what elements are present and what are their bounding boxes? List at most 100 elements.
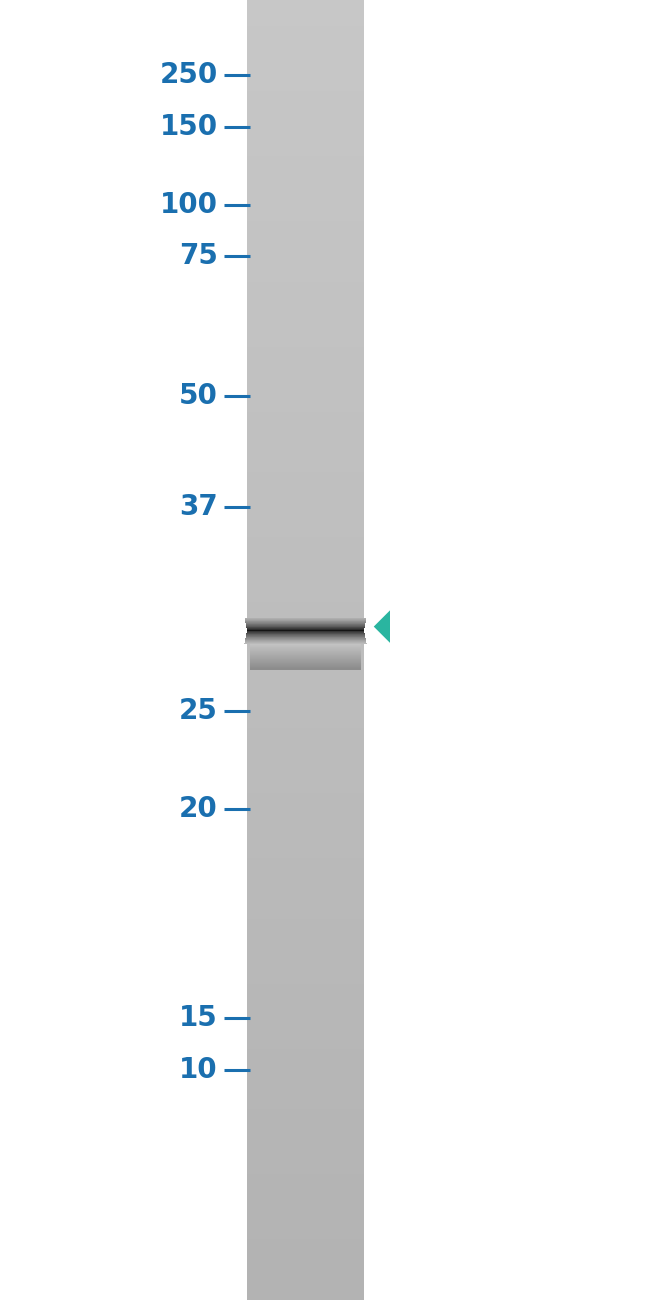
Bar (247, 737, 364, 741)
Bar (247, 282, 364, 286)
Bar (247, 862, 364, 867)
Bar (247, 425, 364, 429)
Bar (247, 815, 364, 819)
Bar (247, 802, 364, 806)
Bar (247, 936, 364, 940)
Bar (247, 663, 364, 667)
Bar (247, 529, 364, 533)
Bar (247, 1244, 364, 1248)
Bar (247, 667, 364, 672)
Bar (247, 1270, 364, 1274)
Bar (247, 1079, 364, 1083)
Bar (247, 589, 364, 594)
Bar (247, 1001, 364, 1005)
Bar (247, 433, 364, 438)
Bar (247, 1218, 364, 1222)
Bar (247, 568, 364, 572)
Bar (247, 867, 364, 871)
Bar (247, 325, 364, 329)
Bar (247, 893, 364, 897)
Bar (247, 572, 364, 576)
Bar (247, 191, 364, 195)
Bar (247, 1075, 364, 1079)
Bar (247, 1200, 364, 1205)
Bar (247, 966, 364, 971)
Bar (247, 52, 364, 56)
Bar (247, 1062, 364, 1066)
Bar (247, 78, 364, 82)
Bar (247, 178, 364, 182)
Bar (247, 169, 364, 173)
Bar (247, 182, 364, 186)
Bar (247, 654, 364, 659)
Bar (247, 988, 364, 992)
Bar (247, 884, 364, 888)
Bar (247, 156, 364, 160)
Bar (247, 360, 364, 364)
Bar (247, 546, 364, 550)
Bar (247, 91, 364, 95)
Bar (247, 100, 364, 104)
Bar (247, 260, 364, 264)
Bar (247, 1283, 364, 1287)
Bar (247, 234, 364, 238)
Bar (247, 1226, 364, 1231)
Bar (247, 845, 364, 849)
Bar (247, 74, 364, 78)
Bar (247, 914, 364, 919)
Bar (247, 650, 364, 654)
Bar (247, 1148, 364, 1153)
Bar (247, 113, 364, 117)
Bar (247, 1135, 364, 1140)
Bar (247, 368, 364, 373)
Bar (247, 923, 364, 927)
Bar (247, 1213, 364, 1218)
Bar (247, 416, 364, 420)
Bar (247, 1261, 364, 1265)
Bar (247, 273, 364, 277)
Bar (247, 373, 364, 377)
Bar (247, 992, 364, 997)
Bar (247, 806, 364, 810)
Bar (247, 126, 364, 130)
Text: 20: 20 (179, 794, 218, 823)
Bar (247, 897, 364, 901)
Bar (247, 290, 364, 295)
Bar (247, 1166, 364, 1170)
Bar (247, 17, 364, 22)
Bar (247, 1109, 364, 1114)
Bar (247, 719, 364, 724)
Bar (247, 459, 364, 464)
Text: 150: 150 (160, 113, 218, 142)
Bar (247, 316, 364, 321)
Bar (247, 221, 364, 225)
Bar (247, 780, 364, 784)
Bar (247, 559, 364, 563)
Bar (247, 1192, 364, 1196)
Bar (247, 724, 364, 728)
Bar (247, 1105, 364, 1109)
Bar (247, 789, 364, 793)
Bar (247, 1018, 364, 1023)
Bar (247, 498, 364, 503)
Bar (247, 1205, 364, 1209)
Bar (247, 849, 364, 854)
Bar (247, 628, 364, 633)
Bar (247, 147, 364, 152)
Bar (247, 503, 364, 507)
Bar (247, 1027, 364, 1031)
Bar (247, 251, 364, 256)
Bar (247, 82, 364, 87)
Bar (247, 594, 364, 598)
Bar (247, 611, 364, 615)
Bar (247, 1257, 364, 1261)
Bar (247, 1014, 364, 1018)
Bar (247, 910, 364, 914)
Text: 75: 75 (179, 242, 218, 270)
Bar (247, 607, 364, 611)
Bar (247, 1092, 364, 1096)
Bar (247, 542, 364, 546)
Bar (247, 888, 364, 893)
Bar (247, 160, 364, 165)
Bar (247, 1053, 364, 1057)
